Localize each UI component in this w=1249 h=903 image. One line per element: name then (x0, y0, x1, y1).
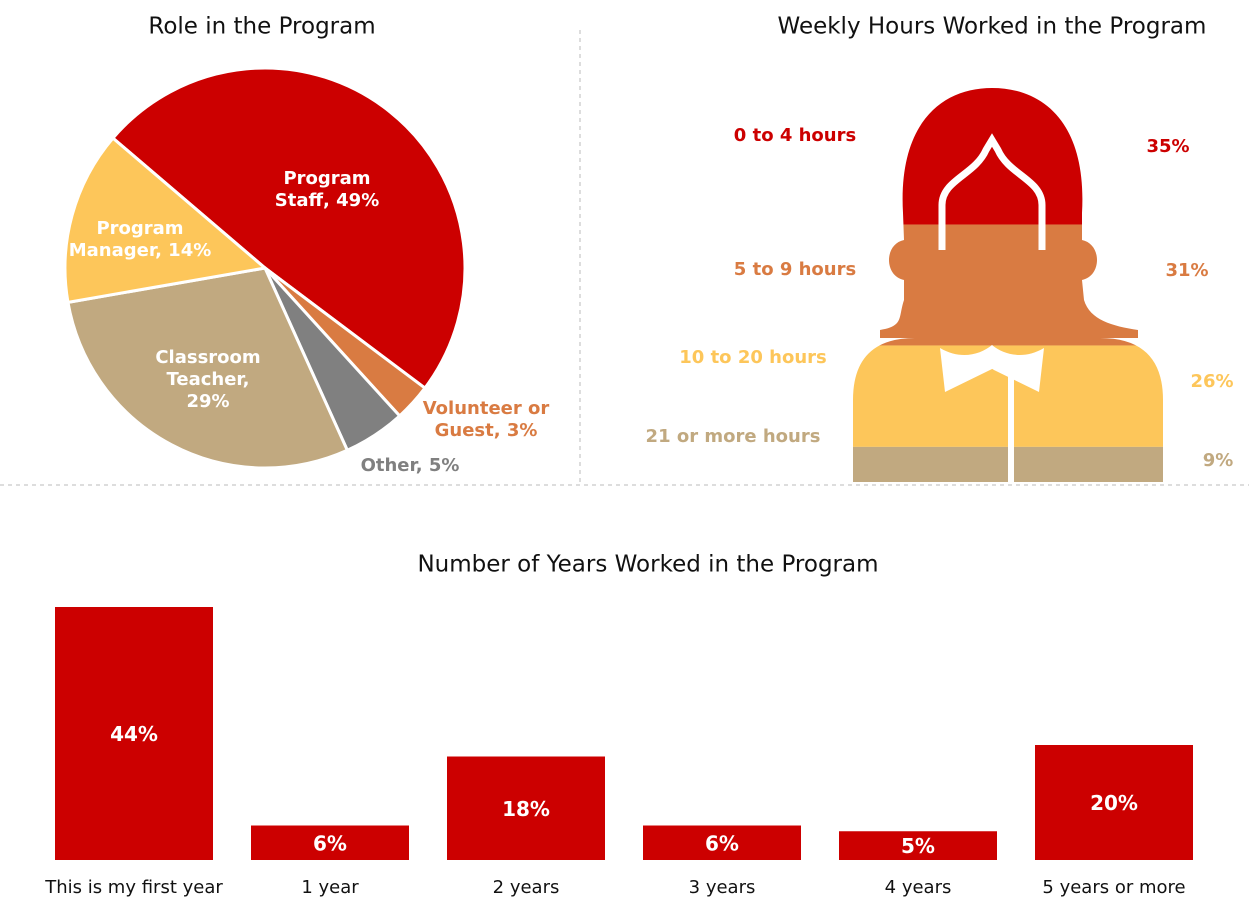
slice-label: Guest, 3% (435, 420, 538, 441)
x-tick-label: This is my first year (44, 877, 223, 898)
chart-title: Role in the Program (148, 14, 375, 40)
chart-title: Weekly Hours Worked in the Program (778, 14, 1207, 40)
category-label: 5 to 9 hours (734, 259, 856, 280)
slice-label: Manager, 14% (69, 240, 212, 261)
band (840, 88, 1180, 225)
x-tick-label: 4 years (885, 877, 952, 898)
slice-label: Classroom (155, 347, 260, 368)
slice-label: Teacher, (166, 369, 249, 390)
x-tick-label: 5 years or more (1042, 877, 1185, 898)
x-tick-label: 2 years (493, 877, 560, 898)
value-label: 35% (1146, 136, 1189, 157)
value-label: 6% (705, 831, 739, 855)
value-label: 9% (1203, 450, 1234, 471)
value-label: 6% (313, 831, 347, 855)
value-label: 44% (110, 722, 158, 746)
slice-label: Program (283, 168, 370, 189)
x-tick-label: 3 years (689, 877, 756, 898)
value-label: 31% (1165, 260, 1208, 281)
category-label: 21 or more hours (646, 426, 821, 447)
slice-label: Staff, 49% (275, 190, 379, 211)
infographic: Role in the Program Weekly Hours Worked … (0, 0, 1249, 903)
chart-title: Number of Years Worked in the Program (417, 552, 878, 578)
category-label: 10 to 20 hours (679, 347, 826, 368)
value-label: 20% (1090, 791, 1138, 815)
slice-label: 29% (186, 391, 229, 412)
value-label: 18% (502, 797, 550, 821)
slice-label: Volunteer or (423, 398, 550, 419)
value-label: 26% (1190, 371, 1233, 392)
x-tick-label: 1 year (301, 877, 359, 898)
slice-label: Program (96, 218, 183, 239)
category-label: 0 to 4 hours (734, 125, 856, 146)
value-label: 5% (901, 834, 935, 858)
slice-label: Other, 5% (361, 455, 460, 476)
band (840, 225, 1180, 346)
